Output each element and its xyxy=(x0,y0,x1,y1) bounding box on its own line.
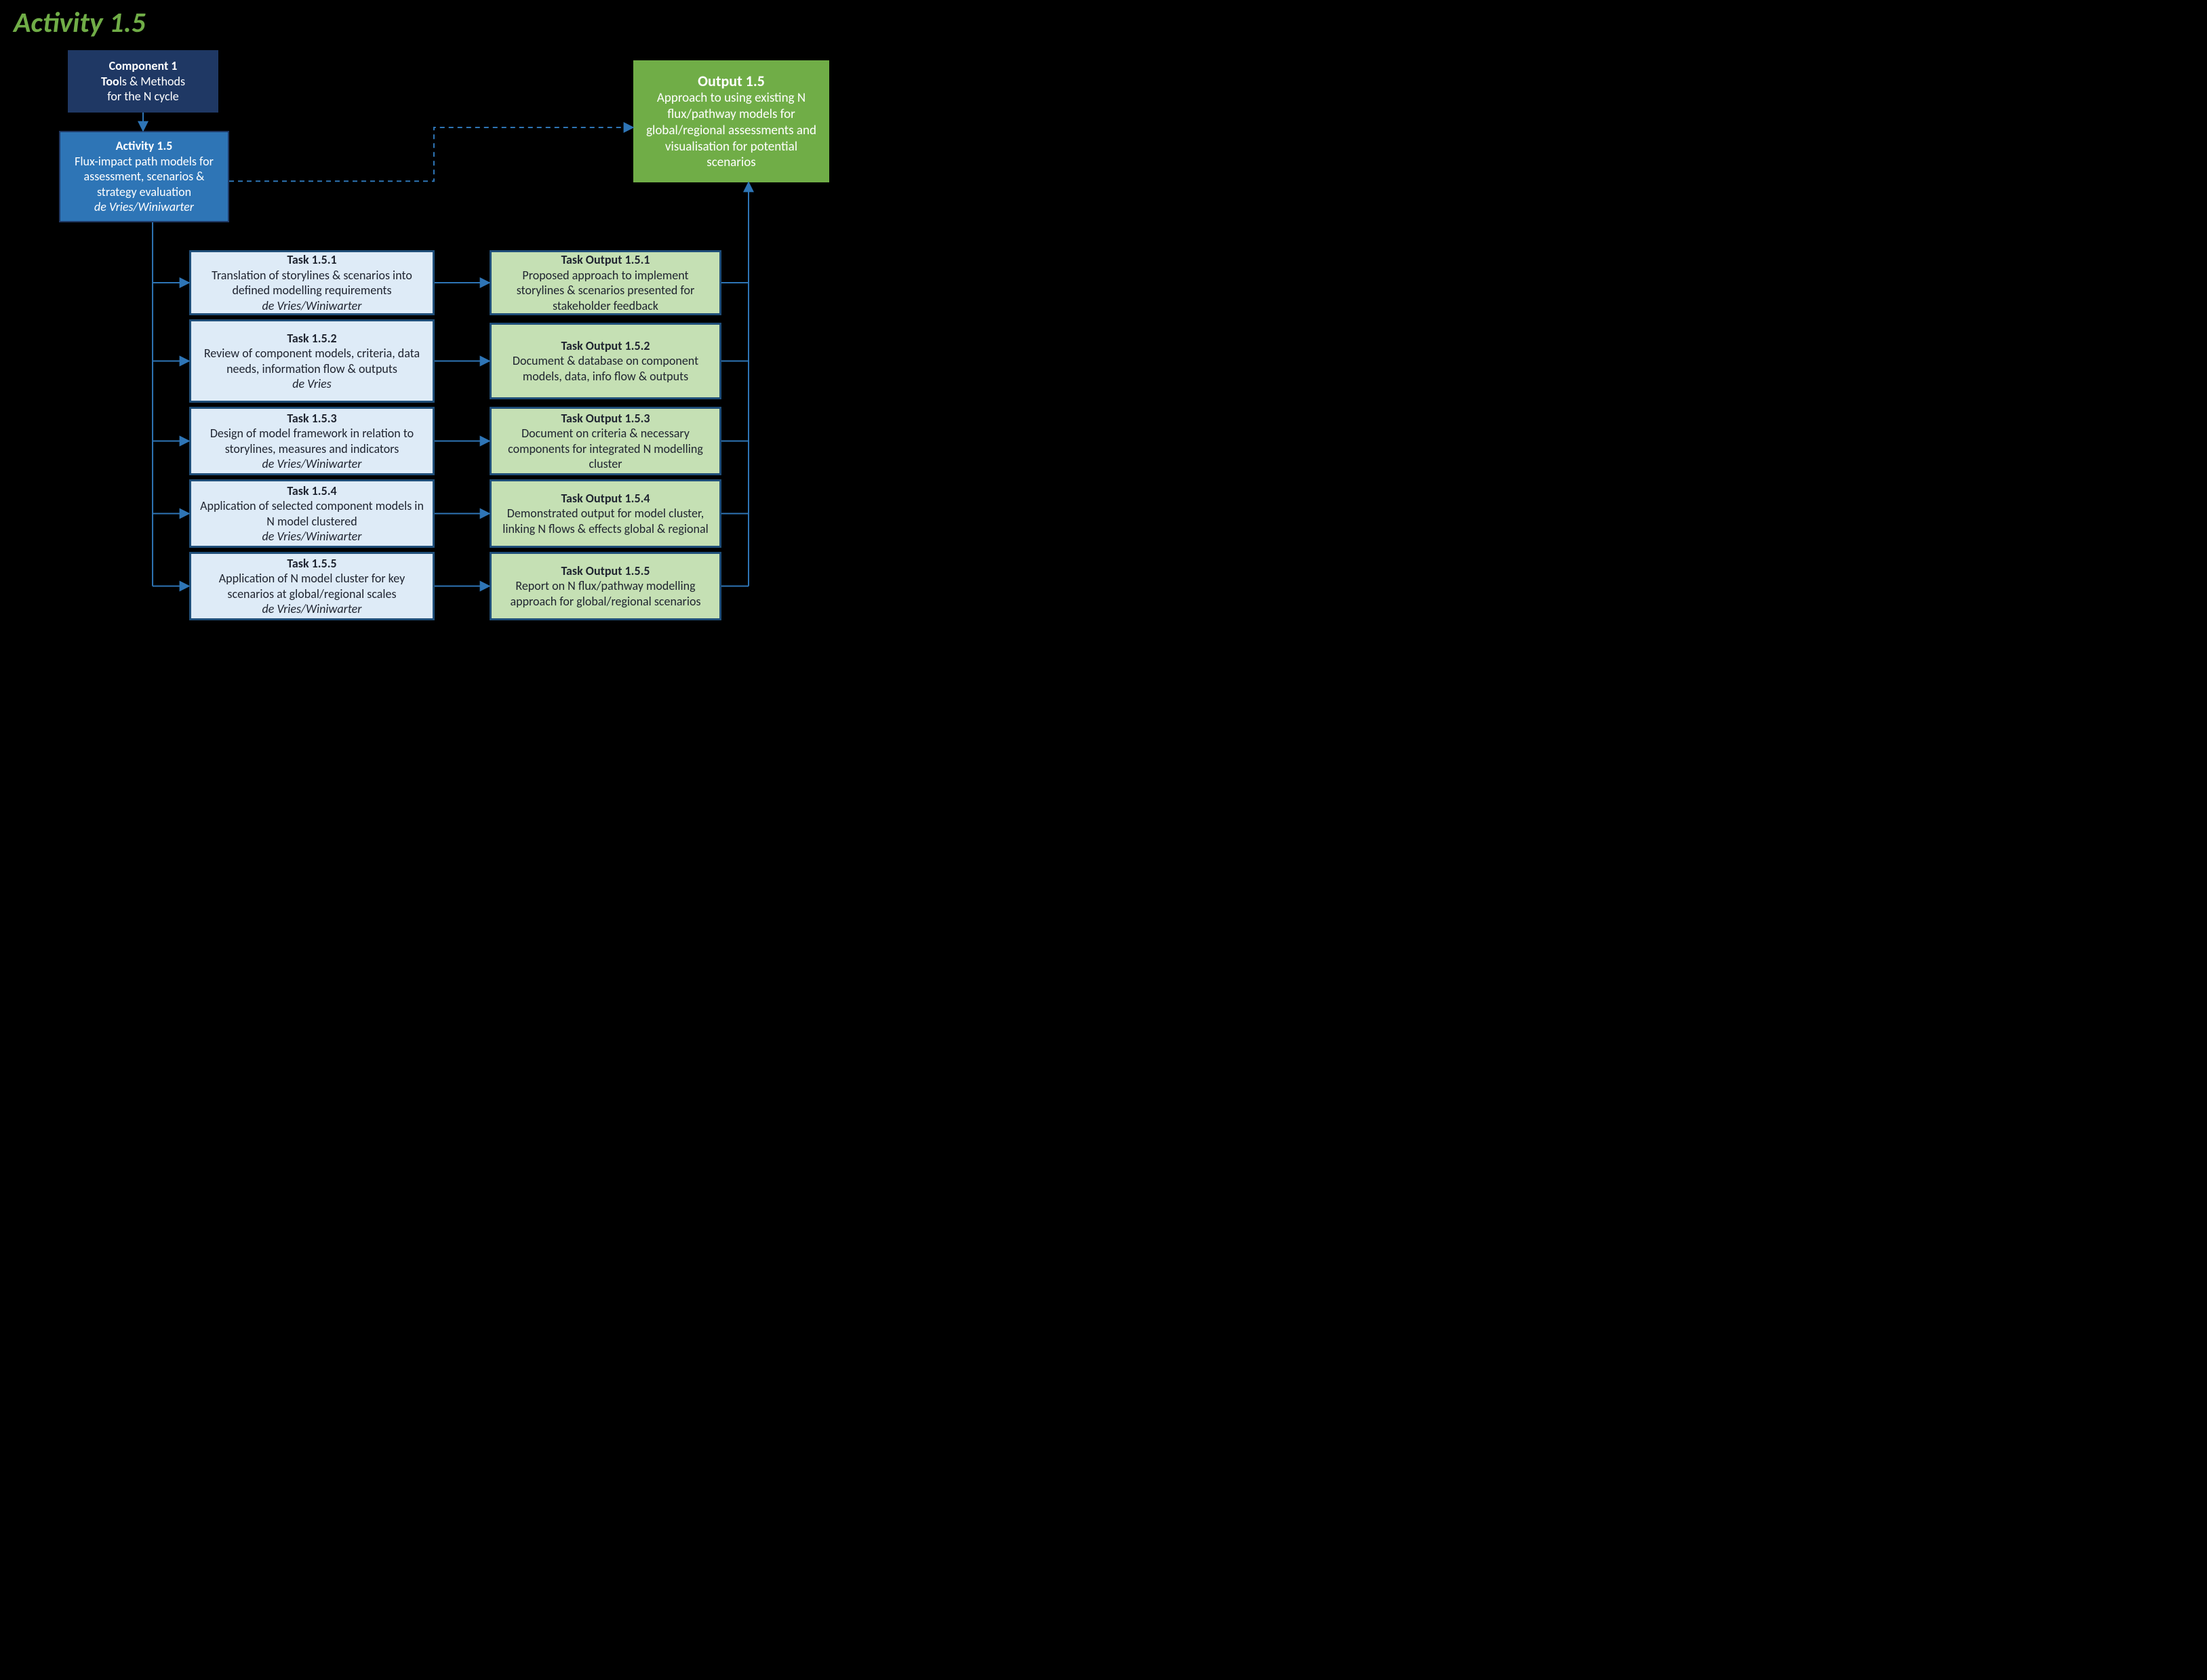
output-title: Output 1.5 xyxy=(698,72,765,91)
component-line-1: Tools & Methods xyxy=(101,74,185,89)
task-output-box-1: Task Output 1.5.1Proposed approach to im… xyxy=(490,250,721,315)
task-body: Application of selected component models… xyxy=(198,498,426,529)
task-output-body: Proposed approach to implement storyline… xyxy=(498,268,713,314)
component-title: Component 1 xyxy=(109,58,178,74)
activity-body: Flux-impact path models for assessment, … xyxy=(67,154,221,200)
task-box-3: Task 1.5.3Design of model framework in r… xyxy=(189,407,435,475)
task-output-body: Document on criteria & necessary compone… xyxy=(498,426,713,472)
component-line-2: for the N cycle xyxy=(107,89,178,104)
activity-lead: de Vries/Winiwarter xyxy=(94,199,194,215)
output-body: Approach to using existing N flux/pathwa… xyxy=(641,90,821,171)
task-title: Task 1.5.3 xyxy=(287,411,336,426)
task-output-title: Task Output 1.5.5 xyxy=(561,563,650,579)
task-body: Translation of storylines & scenarios in… xyxy=(198,268,426,298)
diagram-canvas: Activity 1.5 Component 1Tools & Methodsfo… xyxy=(0,0,849,647)
task-output-title: Task Output 1.5.4 xyxy=(561,491,650,506)
arrow-activity-to-output-dashed xyxy=(229,127,633,181)
task-output-title: Task Output 1.5.1 xyxy=(561,252,650,268)
task-box-2: Task 1.5.2Review of component models, cr… xyxy=(189,319,435,403)
task-body: Review of component models, criteria, da… xyxy=(198,346,426,376)
task-output-box-3: Task Output 1.5.3Document on criteria & … xyxy=(490,407,721,475)
task-output-body: Demonstrated output for model cluster, l… xyxy=(498,506,713,536)
task-output-box-5: Task Output 1.5.5Report on N flux/pathwa… xyxy=(490,552,721,620)
task-output-body: Document & database on component models,… xyxy=(498,353,713,384)
activity-title: Activity 1.5 xyxy=(116,138,173,154)
task-lead: de Vries/Winiwarter xyxy=(262,529,362,544)
task-lead: de Vries/Winiwarter xyxy=(262,456,362,472)
task-lead: de Vries xyxy=(292,376,332,392)
task-output-box-4: Task Output 1.5.4Demonstrated output for… xyxy=(490,479,721,548)
task-title: Task 1.5.2 xyxy=(287,331,336,346)
task-box-1: Task 1.5.1Translation of storylines & sc… xyxy=(189,250,435,315)
task-box-5: Task 1.5.5Application of N model cluster… xyxy=(189,552,435,620)
activity-box: Activity 1.5Flux-impact path models for … xyxy=(59,131,229,222)
task-title: Task 1.5.4 xyxy=(287,483,336,499)
task-title: Task 1.5.1 xyxy=(287,252,336,268)
component-box: Component 1Tools & Methodsfor the N cycl… xyxy=(68,50,218,113)
task-box-4: Task 1.5.4Application of selected compon… xyxy=(189,479,435,548)
task-lead: de Vries/Winiwarter xyxy=(262,601,362,617)
task-lead: de Vries/Winiwarter xyxy=(262,298,362,314)
task-output-body: Report on N flux/pathway modelling appro… xyxy=(498,578,713,609)
task-body: Design of model framework in relation to… xyxy=(198,426,426,456)
output-box: Output 1.5Approach to using existing N f… xyxy=(633,60,829,182)
task-output-title: Task Output 1.5.3 xyxy=(561,411,650,426)
task-body: Application of N model cluster for key s… xyxy=(198,571,426,601)
task-output-box-2: Task Output 1.5.2Document & database on … xyxy=(490,323,721,399)
task-title: Task 1.5.5 xyxy=(287,556,336,572)
slide-title: Activity 1.5 xyxy=(14,5,146,40)
task-output-title: Task Output 1.5.2 xyxy=(561,338,650,354)
